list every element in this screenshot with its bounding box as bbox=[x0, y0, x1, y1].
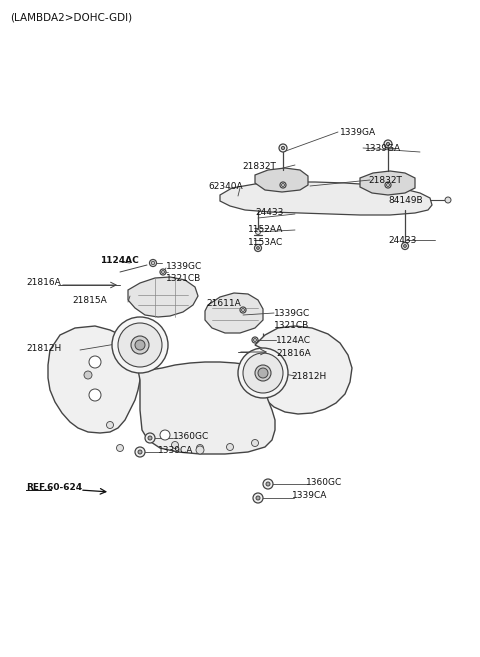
Text: 1339GA: 1339GA bbox=[340, 128, 376, 137]
Text: 1152AA: 1152AA bbox=[248, 225, 283, 234]
Circle shape bbox=[243, 353, 283, 393]
Text: 21812H: 21812H bbox=[291, 372, 326, 381]
Circle shape bbox=[384, 140, 392, 148]
Text: REF.60-624: REF.60-624 bbox=[26, 483, 82, 492]
Circle shape bbox=[145, 433, 155, 443]
Circle shape bbox=[253, 493, 263, 503]
Text: 21816A: 21816A bbox=[26, 278, 61, 287]
Circle shape bbox=[151, 261, 155, 265]
Text: 1339CA: 1339CA bbox=[292, 491, 327, 500]
Circle shape bbox=[253, 338, 256, 342]
Circle shape bbox=[254, 244, 262, 252]
Circle shape bbox=[445, 197, 451, 203]
Circle shape bbox=[196, 446, 204, 454]
Text: 24433: 24433 bbox=[388, 236, 416, 245]
Circle shape bbox=[386, 143, 390, 146]
Circle shape bbox=[385, 182, 391, 188]
Circle shape bbox=[149, 260, 156, 267]
Circle shape bbox=[257, 246, 259, 250]
Circle shape bbox=[238, 348, 288, 398]
Circle shape bbox=[280, 182, 286, 188]
Circle shape bbox=[281, 183, 285, 187]
Polygon shape bbox=[255, 168, 308, 192]
Polygon shape bbox=[128, 277, 198, 317]
Polygon shape bbox=[255, 326, 352, 414]
Circle shape bbox=[160, 430, 170, 440]
Circle shape bbox=[404, 244, 407, 248]
Circle shape bbox=[138, 450, 142, 454]
Circle shape bbox=[401, 242, 408, 250]
Circle shape bbox=[227, 443, 233, 451]
Circle shape bbox=[256, 496, 260, 500]
Text: 1124AC: 1124AC bbox=[276, 336, 311, 345]
Circle shape bbox=[252, 337, 258, 343]
Circle shape bbox=[266, 482, 270, 486]
Circle shape bbox=[255, 365, 271, 381]
Circle shape bbox=[386, 183, 389, 187]
Text: 1339CA: 1339CA bbox=[158, 446, 193, 455]
Polygon shape bbox=[220, 182, 432, 215]
Circle shape bbox=[117, 445, 123, 451]
Circle shape bbox=[263, 479, 273, 489]
Circle shape bbox=[148, 436, 152, 440]
Text: 1339GC: 1339GC bbox=[274, 309, 310, 318]
Polygon shape bbox=[48, 326, 140, 433]
Text: (LAMBDA2>DOHC-GDI): (LAMBDA2>DOHC-GDI) bbox=[10, 12, 132, 22]
Circle shape bbox=[89, 389, 101, 401]
Circle shape bbox=[258, 368, 268, 378]
Text: 84149B: 84149B bbox=[388, 196, 422, 205]
Text: 21812H: 21812H bbox=[26, 344, 61, 353]
Circle shape bbox=[118, 323, 162, 367]
Text: 1321CB: 1321CB bbox=[166, 274, 201, 283]
Text: 24433: 24433 bbox=[255, 208, 283, 217]
Polygon shape bbox=[138, 362, 275, 454]
Circle shape bbox=[112, 317, 168, 373]
Circle shape bbox=[241, 309, 244, 311]
Circle shape bbox=[89, 356, 101, 368]
Circle shape bbox=[84, 371, 92, 379]
Text: 1153AC: 1153AC bbox=[248, 238, 283, 247]
Circle shape bbox=[281, 147, 285, 150]
Circle shape bbox=[196, 445, 204, 451]
Circle shape bbox=[107, 422, 113, 428]
Text: 21832T: 21832T bbox=[368, 176, 402, 185]
Circle shape bbox=[135, 340, 145, 350]
Text: 1321CB: 1321CB bbox=[274, 321, 309, 330]
Circle shape bbox=[279, 144, 287, 152]
Text: 21815A: 21815A bbox=[72, 296, 107, 305]
Circle shape bbox=[135, 447, 145, 457]
Text: 1360GC: 1360GC bbox=[306, 478, 342, 487]
Text: 1124AC: 1124AC bbox=[100, 256, 139, 265]
Circle shape bbox=[160, 269, 166, 275]
Circle shape bbox=[255, 229, 261, 235]
Circle shape bbox=[161, 271, 165, 273]
Text: 62340A: 62340A bbox=[208, 182, 242, 191]
Text: 1360GC: 1360GC bbox=[173, 432, 209, 441]
Circle shape bbox=[252, 440, 259, 447]
Text: 21832T: 21832T bbox=[242, 162, 276, 171]
Circle shape bbox=[171, 442, 179, 449]
Text: 1339GC: 1339GC bbox=[166, 262, 202, 271]
Polygon shape bbox=[360, 171, 415, 195]
Polygon shape bbox=[205, 293, 263, 333]
Text: 1339GA: 1339GA bbox=[365, 144, 401, 153]
Text: 21611A: 21611A bbox=[206, 299, 241, 308]
Text: 21816A: 21816A bbox=[276, 349, 311, 358]
Circle shape bbox=[131, 336, 149, 354]
Circle shape bbox=[240, 307, 246, 313]
